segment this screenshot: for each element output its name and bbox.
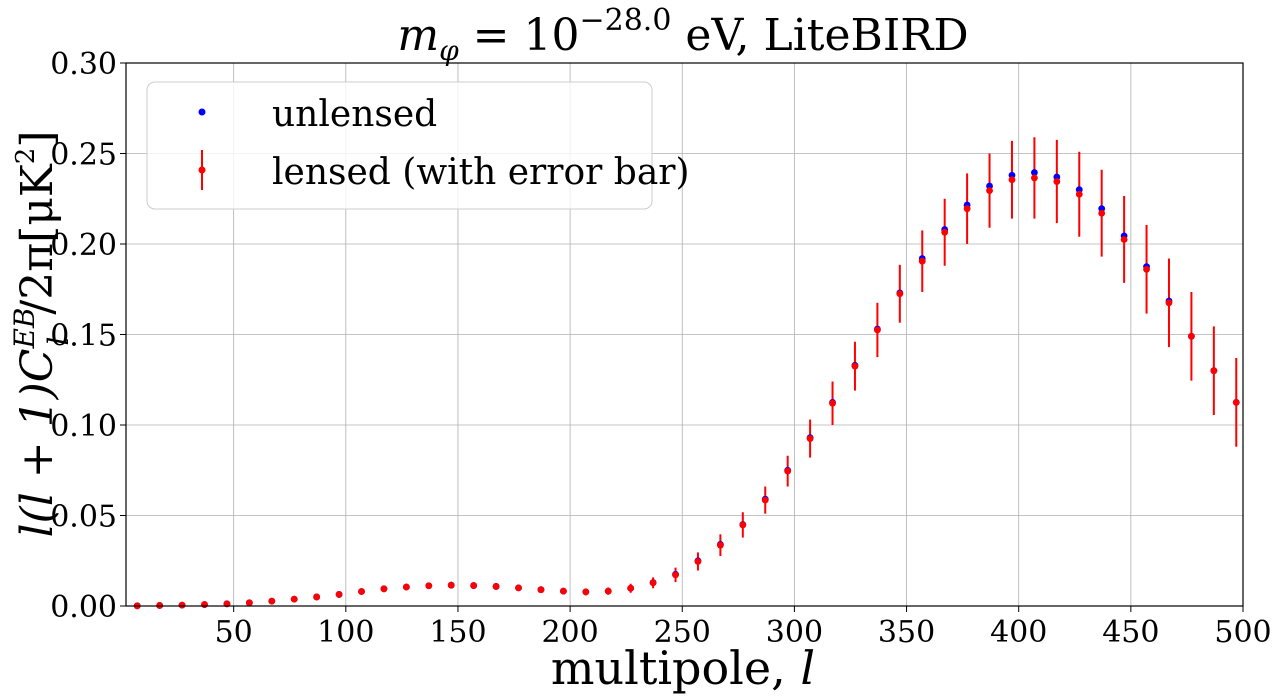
- y-axis-label: l(l + 1)CEBl/2π[μK2]: [8, 130, 75, 537]
- x-tick-label: 350: [878, 615, 935, 650]
- lensed-point: [380, 585, 388, 593]
- lensed-point: [582, 588, 590, 596]
- unlensed-series: [133, 169, 1240, 610]
- y-tick-label: 0.10: [50, 409, 117, 444]
- lensed-point: [739, 521, 747, 529]
- lensed-point: [1075, 190, 1083, 198]
- x-tick-label: 200: [541, 615, 598, 650]
- y-tick-label: 0.25: [50, 138, 117, 173]
- legend-marker-lensed: [198, 166, 206, 174]
- lensed-point: [963, 205, 971, 213]
- lensed-point: [447, 581, 455, 589]
- lensed-point: [672, 571, 679, 579]
- legend: unlensed lensed (with error bar): [146, 81, 690, 210]
- lensed-point: [201, 601, 208, 608]
- x-tick-label: 100: [317, 615, 374, 650]
- y-axis-ticks: 0.00 0.05 0.10 0.15 0.20 0.25 0.30: [50, 47, 126, 625]
- legend-box: [146, 81, 653, 210]
- lensed-point: [492, 583, 500, 590]
- lensed-point: [851, 362, 859, 370]
- lensed-point: [1008, 176, 1016, 184]
- lensed-point: [627, 584, 635, 592]
- chart-title: mφ = 10−28.0 eV, LiteBIRD: [397, 3, 968, 67]
- lensed-point: [986, 187, 993, 195]
- lensed-point: [470, 582, 478, 589]
- lensed-series: [133, 174, 1240, 610]
- legend-marker-unlensed: [198, 108, 206, 116]
- y-tick-label: 0.05: [50, 500, 117, 535]
- lensed-point: [245, 599, 253, 607]
- y-tick-label: 0.20: [50, 228, 117, 263]
- lensed-point: [559, 587, 567, 595]
- x-tick-label: 150: [429, 615, 486, 650]
- lensed-point: [358, 588, 365, 595]
- unlensed-point: [1031, 169, 1038, 176]
- lensed-point: [604, 587, 612, 595]
- lensed-point: [402, 583, 410, 591]
- x-tick-label: 50: [215, 615, 253, 650]
- lensed-point: [941, 228, 949, 236]
- lensed-point: [335, 591, 343, 598]
- lensed-point: [1232, 398, 1240, 406]
- x-tick-label: 500: [1214, 615, 1271, 650]
- lensed-point: [1210, 367, 1218, 375]
- x-tick-label: 300: [766, 615, 823, 650]
- y-tick-label: 0.15: [50, 319, 117, 354]
- lensed-point: [761, 496, 769, 504]
- x-axis-label: multipole, l: [551, 641, 815, 695]
- y-tick-label: 0.30: [50, 47, 117, 82]
- lensed-point: [1165, 299, 1173, 307]
- lensed-point: [537, 586, 545, 594]
- legend-label-unlensed: unlensed: [272, 94, 437, 135]
- lensed-point: [515, 584, 522, 592]
- lensed-point: [1143, 265, 1150, 273]
- lensed-point: [268, 597, 276, 605]
- lensed-point: [694, 558, 702, 565]
- x-axis-ticks: 50 100 150 200 250 300 350 400 450 500: [215, 606, 1272, 650]
- lensed-point: [896, 290, 904, 298]
- lensed-point: [1053, 178, 1061, 185]
- lensed-point: [649, 579, 657, 587]
- lensed-point: [873, 326, 881, 334]
- lensed-point: [829, 399, 836, 407]
- lensed-point: [716, 541, 724, 549]
- x-tick-label: 400: [990, 615, 1047, 650]
- lensed-point: [1188, 332, 1195, 340]
- lensed-point: [1120, 236, 1128, 243]
- lensed-point: [918, 257, 926, 265]
- lensed-point: [425, 582, 433, 590]
- lensed-point: [784, 467, 792, 475]
- lensed-point: [178, 601, 186, 609]
- legend-label-lensed: lensed (with error bar): [272, 152, 690, 193]
- lensed-point: [1098, 209, 1106, 217]
- x-tick-label: 450: [1102, 615, 1159, 650]
- lensed-point: [313, 593, 321, 601]
- x-tick-label: 250: [654, 615, 711, 650]
- lensed-point: [806, 435, 814, 442]
- lensed-point: [290, 595, 298, 603]
- lensed-point: [1031, 174, 1038, 182]
- y-tick-label: 0.00: [50, 590, 117, 625]
